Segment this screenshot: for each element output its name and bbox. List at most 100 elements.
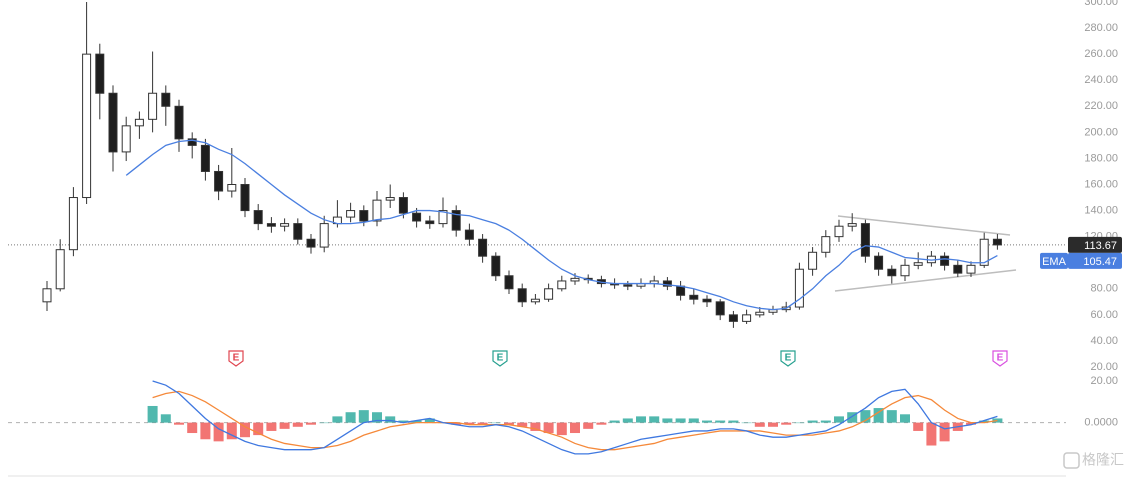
signal-line [152, 390, 998, 451]
histogram-bar [240, 422, 250, 438]
histogram-bar [834, 416, 844, 423]
candle-body [161, 92, 171, 107]
candle-body [464, 229, 474, 240]
histogram-bar [728, 420, 739, 423]
candle-body [570, 277, 580, 282]
earnings-badge [492, 350, 508, 367]
candle-body [847, 223, 857, 227]
histogram-bar [715, 420, 726, 423]
macd-line [152, 380, 998, 455]
candle-body [966, 264, 976, 274]
histogram-bar [741, 422, 752, 424]
candle-body [82, 53, 92, 199]
candle-body [253, 210, 263, 225]
candle-body [557, 280, 567, 290]
ema-name: EMA [1042, 256, 1067, 268]
watermark: 格隆汇 [1063, 452, 1124, 469]
histogram-bar [319, 422, 330, 424]
histogram-bar [398, 420, 409, 423]
histogram-bar [781, 422, 792, 425]
candle-body [385, 197, 395, 201]
histogram-bar [451, 422, 462, 425]
y-tick-label: 200.00 [1084, 126, 1118, 138]
ema-value-label: 105.47 [1083, 256, 1117, 268]
candle-body [108, 92, 118, 153]
candle-body [860, 223, 870, 257]
earnings-badge [228, 350, 244, 367]
histogram-bar [372, 412, 382, 423]
earnings-label: E [233, 353, 240, 364]
candle-body [187, 138, 197, 146]
histogram-bar [174, 422, 184, 425]
histogram-bar [504, 422, 514, 425]
candle-body [491, 255, 501, 277]
candle-body [623, 284, 633, 287]
histogram-bar [530, 422, 541, 431]
histogram-bar [160, 414, 171, 423]
candle-body [214, 170, 224, 192]
y-tick-label: 60.00 [1090, 309, 1118, 321]
price-tag [1068, 252, 1122, 269]
y-tick-label: 140.00 [1084, 204, 1118, 216]
histogram-bar [187, 422, 198, 434]
y-tick-label: 180.00 [1084, 152, 1118, 164]
candle-body [913, 262, 923, 266]
histogram-bar [517, 422, 528, 427]
earnings-badge [780, 350, 796, 367]
candle-body [504, 275, 514, 290]
candle-body [412, 212, 422, 222]
candle-body [425, 220, 435, 225]
histogram-bar [556, 422, 567, 436]
candle-body [478, 238, 488, 257]
candle-body [306, 238, 316, 248]
histogram-bar [807, 420, 818, 423]
histogram-bar [596, 422, 607, 425]
candle-body [121, 125, 131, 153]
histogram-bar [662, 418, 673, 423]
histogram-bar [358, 410, 369, 423]
candle-body [940, 255, 950, 266]
candle-body [319, 223, 329, 248]
candle-body [240, 184, 250, 212]
histogram-bar [490, 422, 501, 424]
histogram-bar [926, 422, 937, 446]
histogram-bar [754, 422, 765, 427]
histogram-bar [688, 418, 699, 423]
y-tick-label: 20.00 [1090, 375, 1118, 387]
histogram-bar [477, 422, 488, 425]
watermark-text: 格隆汇 [1082, 452, 1124, 468]
candle-body [451, 210, 461, 231]
histogram-bar [543, 422, 554, 434]
histogram-bar [609, 420, 620, 423]
histogram-bar [570, 422, 580, 434]
candle-body [676, 285, 686, 296]
histogram-bar [768, 422, 778, 427]
histogram-bar [306, 422, 316, 425]
histogram-bar [794, 422, 805, 424]
histogram-bar [886, 410, 897, 423]
histogram-bar [226, 422, 237, 440]
candle-body [728, 314, 738, 322]
candle-body [280, 223, 290, 227]
candle-body [874, 255, 884, 270]
y-tick-label: 260.00 [1084, 48, 1118, 60]
histogram-bar [966, 422, 976, 425]
candle-body [689, 294, 699, 300]
histogram-bar [939, 422, 950, 442]
candle-body [794, 268, 804, 308]
ema-tag [1040, 252, 1068, 269]
candle-body [95, 53, 105, 94]
candle-body [821, 236, 831, 253]
histogram-bar [279, 422, 290, 429]
histogram-bar [292, 422, 303, 427]
trend-line [834, 269, 1017, 292]
histogram-bar [345, 412, 356, 423]
histogram-bar [266, 422, 277, 431]
histogram-bar [385, 416, 396, 423]
histogram-bar [213, 422, 224, 442]
candle-body [266, 223, 276, 227]
histogram-bar [636, 416, 646, 423]
candle-body [134, 118, 144, 127]
